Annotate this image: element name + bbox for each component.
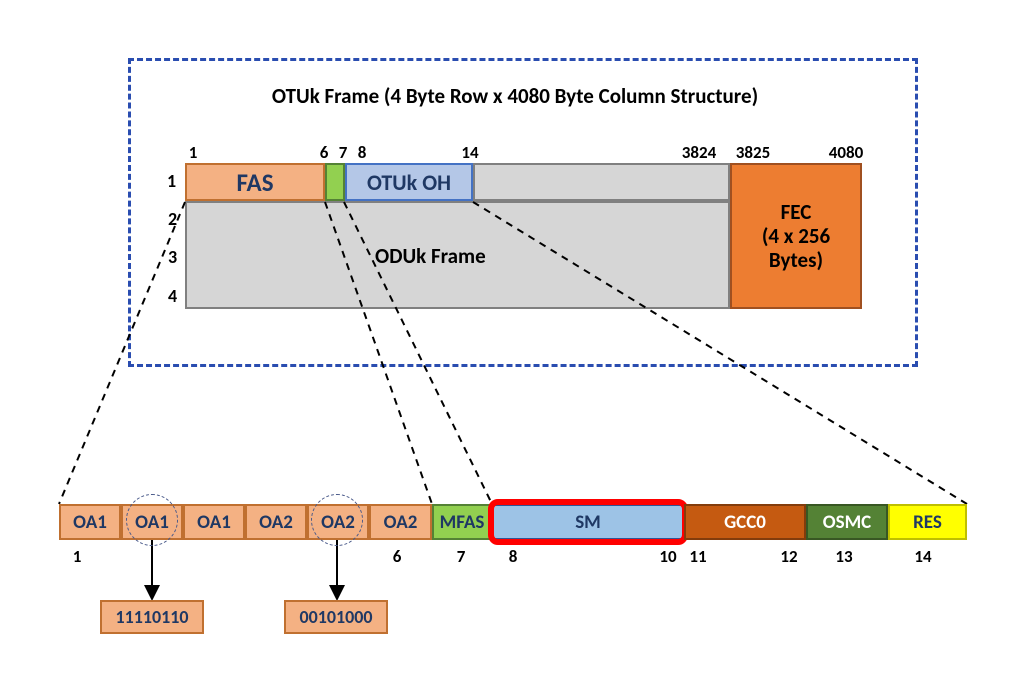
fec-line2: (4 x 256 (762, 224, 830, 248)
detail-number: 12 (771, 546, 807, 567)
main-title: OTUk Frame (4 Byte Row x 4080 Byte Colum… (215, 83, 815, 109)
detail-number: 8 (495, 546, 531, 567)
bit-box: 11110110 (100, 600, 204, 634)
fec-block: FEC (4 x 256 Bytes) (730, 163, 862, 309)
otukoh-label: OTUk OH (367, 169, 451, 196)
detail-res: RES (888, 504, 967, 540)
bit-box: 00101000 (284, 600, 388, 634)
detail-osmc: OSMC (806, 504, 888, 540)
row-label: 3 (168, 246, 177, 268)
otukoh-block: OTUk OH (345, 163, 473, 201)
detail-number: 13 (826, 546, 862, 567)
row-label: 2 (168, 208, 177, 230)
col-label: 14 (446, 142, 494, 163)
row-label: 1 (167, 170, 176, 192)
fec-line1: FEC (762, 200, 830, 224)
detail-oa1c: OA1 (183, 504, 245, 540)
fas-label: FAS (236, 167, 273, 198)
col-label: 3824 (675, 142, 723, 163)
detail-oa2c: OA2 (369, 504, 432, 540)
col-label: 3825 (729, 142, 777, 163)
detail-number: 6 (379, 546, 415, 567)
detail-oa1a: OA1 (59, 504, 121, 540)
oa-circle (126, 494, 178, 546)
col-label: 4080 (822, 142, 870, 163)
col-label: 8 (338, 142, 386, 163)
detail-gcc0: GCC0 (684, 504, 806, 540)
oduk-label: ODUk Frame (375, 243, 486, 269)
fas-block: FAS (185, 163, 325, 201)
detail-number: 7 (443, 546, 479, 567)
sm-highlight (488, 499, 688, 545)
oduk-row1-right (473, 163, 730, 201)
fec-line3: Bytes) (762, 248, 830, 272)
detail-oa2a: OA2 (245, 504, 307, 540)
row-label: 4 (168, 285, 177, 307)
detail-number: 14 (905, 546, 941, 567)
detail-mfas: MFAS (432, 504, 492, 540)
detail-number: 11 (680, 546, 716, 567)
row1-mfas-sliver (325, 163, 345, 201)
detail-number: 1 (59, 546, 95, 567)
col-label: 1 (169, 142, 217, 163)
oa-circle (311, 494, 363, 546)
